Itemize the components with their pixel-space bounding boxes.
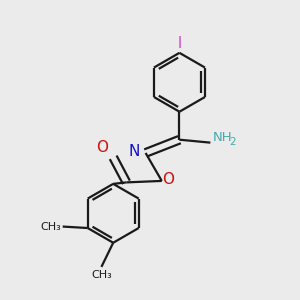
Text: NH: NH [213,131,232,144]
Text: N: N [129,144,140,159]
Text: CH₃: CH₃ [40,222,61,232]
Text: O: O [162,172,174,187]
Text: O: O [96,140,108,155]
Text: I: I [177,36,182,51]
Text: 2: 2 [230,137,236,147]
Text: CH₃: CH₃ [91,270,112,280]
